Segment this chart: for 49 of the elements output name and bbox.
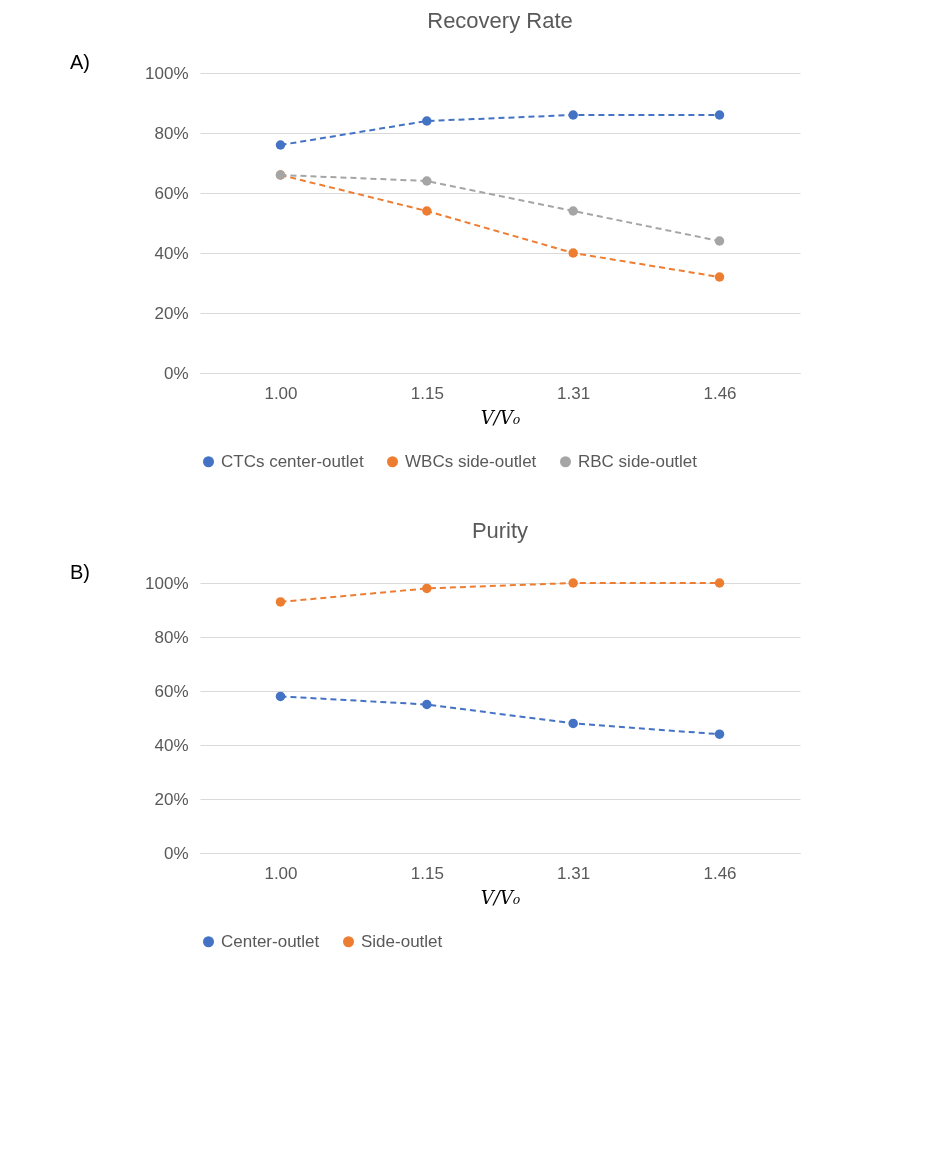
chart-title: Recovery Rate	[427, 8, 573, 33]
point	[422, 206, 432, 216]
legend-label: WBCs side-outlet	[405, 451, 537, 471]
legend-label: Center-outlet	[221, 931, 320, 951]
x-tick-label: 1.00	[264, 383, 298, 403]
point	[568, 718, 578, 729]
point	[568, 110, 578, 120]
y-tick-label: 100%	[145, 573, 189, 593]
x-tick-label: 1.15	[410, 863, 444, 883]
y-tick-label: 60%	[154, 681, 189, 701]
point	[275, 140, 286, 150]
x-tick-label: 1.15	[410, 383, 444, 403]
y-tick-label: 100%	[145, 63, 189, 83]
point	[714, 110, 725, 120]
x-axis-title: V/V₀	[480, 886, 521, 908]
legend-label: Side-outlet	[361, 931, 443, 951]
y-tick-label: 80%	[154, 123, 189, 143]
point	[422, 116, 432, 126]
point	[422, 583, 432, 594]
point	[275, 691, 286, 702]
text: B)	[70, 561, 90, 583]
y-tick-label: 80%	[154, 627, 189, 647]
point	[714, 578, 725, 588]
point	[714, 236, 725, 246]
x-tick-label: 1.46	[703, 383, 737, 403]
point	[422, 699, 432, 710]
x-tick-label: 1.31	[557, 383, 591, 403]
x-tick-label: 1.31	[557, 863, 591, 883]
y-tick-label: 20%	[154, 789, 189, 809]
point	[422, 176, 432, 186]
legend-label: RBC side-outlet	[578, 451, 698, 471]
y-tick-label: 0%	[163, 843, 189, 863]
y-tick-label: 60%	[154, 183, 189, 203]
legend-label: CTCs center-outlet	[221, 451, 364, 471]
text: A)	[70, 51, 90, 73]
y-tick-label: 0%	[163, 363, 189, 383]
point	[714, 729, 725, 739]
point	[714, 272, 725, 282]
point	[275, 597, 286, 607]
x-tick-label: 1.00	[264, 863, 298, 883]
point	[568, 578, 578, 588]
y-tick-label: 40%	[154, 735, 189, 755]
x-tick-label: 1.46	[703, 863, 737, 883]
x-axis-title: V/V₀	[480, 406, 521, 428]
point	[568, 206, 578, 216]
y-tick-label: 20%	[154, 303, 189, 323]
chart-title: Purity	[471, 518, 529, 543]
point	[568, 248, 578, 258]
y-tick-label: 40%	[154, 243, 189, 263]
